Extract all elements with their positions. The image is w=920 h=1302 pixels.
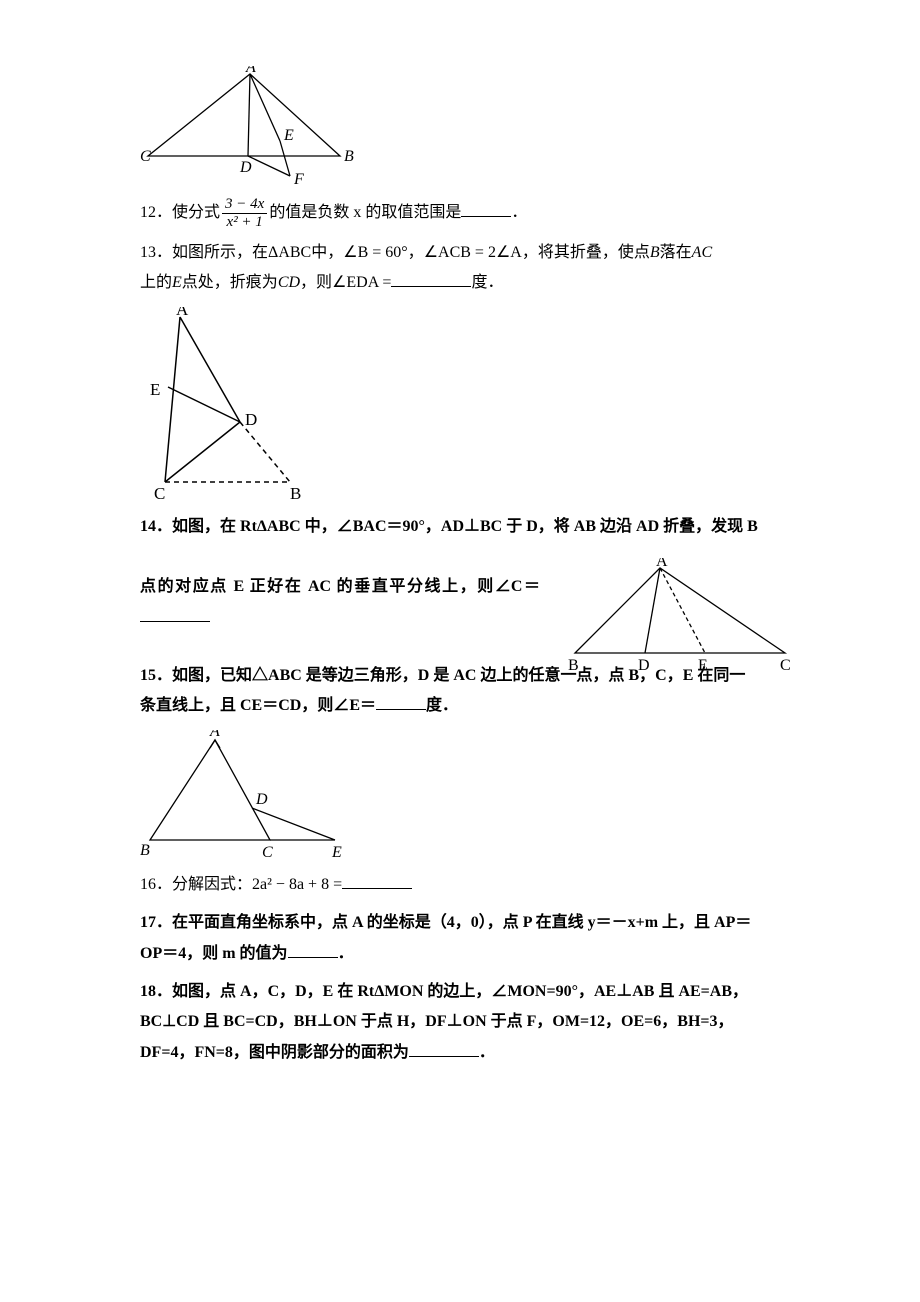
q18-l2: BC⊥CD 且 BC=CD，BH⊥ON 于点 H，DF⊥ON 于点 F，OM=1… — [140, 1013, 734, 1030]
label-C: C — [262, 844, 273, 860]
svg-fig11: A B C D E F — [140, 66, 360, 186]
q12-frac-den: x² + 1 — [222, 214, 267, 231]
figure-q15: A B C D E — [140, 730, 780, 860]
question-12: 12．使分式3 − 4xx² + 1的值是负数 x 的取值范围是 ． — [140, 196, 780, 230]
q15-blank — [376, 693, 426, 710]
label-D: D — [638, 657, 650, 673]
q18-l1: 如图，点 A，C，D，E 在 RtΔMON 的边上，∠MON=90°，AE⊥AB… — [172, 983, 748, 1000]
q18-l3a: DF=4，FN=8，图中阴影部分的面积为 — [140, 1044, 409, 1061]
q13-ang2: ∠ACB = 2∠A — [424, 244, 522, 261]
figure-q13: A E D C B — [140, 307, 780, 502]
q12-blank — [461, 200, 511, 217]
q17-l2b: ． — [338, 945, 354, 962]
q14-num: 14． — [140, 518, 172, 535]
label-C: C — [140, 148, 151, 165]
q17-l1: 在平面直角坐标系中，点 A 的坐标是（4，0），点 P 在直线 y＝－x+m 上… — [172, 914, 751, 931]
question-13: 13．如图所示，在ΔABC中，∠B = 60°，∠ACB = 2∠A，将其折叠，… — [140, 238, 780, 299]
label-B: B — [568, 657, 579, 673]
q13-B: B — [650, 244, 660, 261]
q16-num: 16． — [140, 876, 172, 893]
figure-q14: A B D E C — [560, 558, 800, 673]
q12-post: 的值是负数 x 的取值范围是 — [269, 204, 461, 221]
q13-l2b: 点处，折痕为 — [182, 274, 278, 291]
label-A: A — [245, 66, 256, 76]
q12-num: 12． — [140, 204, 172, 221]
q13-CD: CD — [278, 274, 300, 291]
label-D: D — [255, 791, 268, 808]
q13-l1a: 如图所示，在 — [172, 244, 268, 261]
q15-l2a: 条直线上，且 CE＝CD，则∠E＝ — [140, 697, 376, 714]
q13-l1b: 中， — [311, 244, 343, 261]
label-A: A — [656, 558, 668, 570]
label-E: E — [698, 657, 708, 673]
q13-num: 13． — [140, 244, 172, 261]
label-C: C — [154, 484, 165, 502]
q13-ang1: ∠B = 60° — [343, 244, 407, 261]
svg-fig15: A B C D E — [140, 730, 355, 860]
question-18: 18．如图，点 A，C，D，E 在 RtΔMON 的边上，∠MON=90°，AE… — [140, 977, 780, 1068]
q12-end: ． — [511, 204, 527, 221]
label-C: C — [780, 657, 791, 673]
label-D: D — [239, 159, 252, 176]
label-B: B — [140, 842, 150, 859]
label-E: E — [150, 380, 160, 399]
q13-E: E — [172, 274, 182, 291]
label-D: D — [245, 410, 257, 429]
q13-l2c: ，则 — [300, 274, 332, 291]
svg-fig13: A E D C B — [140, 307, 310, 502]
question-14: 14．如图，在 RtΔABC 中，∠BAC＝90°，AD⊥BC 于 D，将 AB… — [140, 512, 780, 633]
q13-AC: AC — [692, 244, 712, 261]
label-B: B — [290, 484, 301, 502]
q15-num: 15． — [140, 667, 172, 684]
q13-blank — [391, 270, 471, 287]
q13-l1c: ，将其折叠，使点 — [522, 244, 650, 261]
q17-l2a: OP＝4，则 m 的值为 — [140, 945, 288, 962]
q12-fraction: 3 − 4xx² + 1 — [222, 196, 267, 230]
q17-num: 17． — [140, 914, 172, 931]
q16-pre: 分解因式： — [172, 876, 252, 893]
q13-l2e: 度． — [471, 274, 503, 291]
svg-fig14: A B D E C — [560, 558, 800, 673]
q13-ang3: ∠EDA = — [332, 274, 391, 291]
q18-l3b: ． — [479, 1044, 495, 1061]
q12-pre: 使分式 — [172, 204, 220, 221]
q14-l2: 点的对应点 E 正好在 AC 的垂直平分线上，则∠C＝ — [140, 578, 540, 595]
question-16: 16．分解因式：2a² − 8a + 8 = — [140, 870, 780, 900]
q16-expr: 2a² − 8a + 8 = — [252, 876, 342, 893]
q16-blank — [342, 872, 412, 889]
label-A: A — [209, 730, 220, 740]
q13-l1d: 落在 — [660, 244, 692, 261]
q14-l1: 如图，在 RtΔABC 中，∠BAC＝90°，AD⊥BC 于 D，将 AB 边沿… — [172, 518, 758, 535]
q13-l2a: 上的 — [140, 274, 172, 291]
q13-c1: ， — [408, 244, 424, 261]
question-17: 17．在平面直角坐标系中，点 A 的坐标是（4，0），点 P 在直线 y＝－x+… — [140, 908, 780, 969]
label-F: F — [293, 171, 304, 186]
label-E: E — [283, 127, 294, 144]
q17-blank — [288, 941, 338, 958]
q12-frac-num: 3 − 4x — [222, 196, 267, 214]
label-E: E — [331, 844, 342, 860]
figure-q11: A B C D E F — [140, 66, 780, 186]
label-B: B — [344, 148, 354, 165]
label-A: A — [176, 307, 189, 319]
q18-num: 18． — [140, 983, 172, 1000]
q13-tri: ΔABC — [268, 244, 311, 261]
q15-l2b: 度． — [426, 697, 458, 714]
q14-blank — [140, 605, 210, 622]
q18-blank — [409, 1040, 479, 1057]
